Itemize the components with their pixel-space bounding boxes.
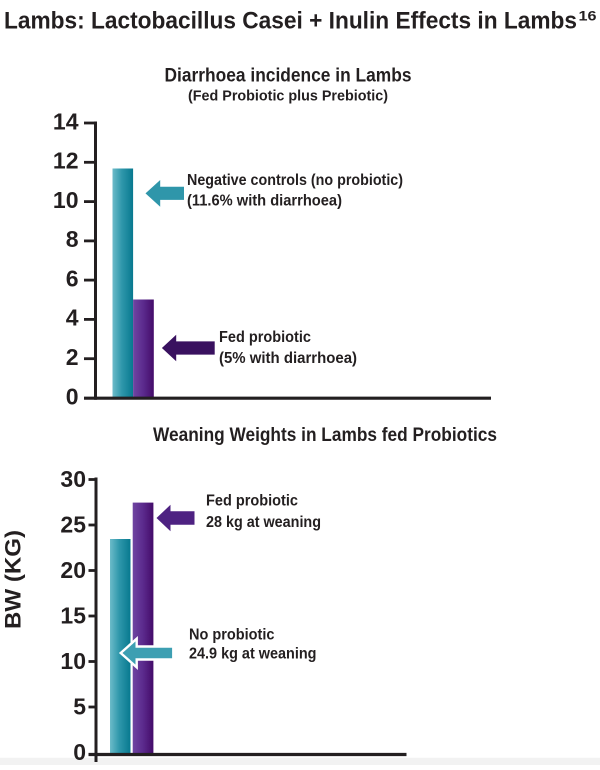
svg-text:(5% with diarrhoea): (5% with diarrhoea) bbox=[219, 350, 357, 367]
svg-text:0: 0 bbox=[66, 383, 79, 409]
svg-text:Negative controls (no probioti: Negative controls (no probiotic) bbox=[187, 172, 403, 189]
svg-text:5: 5 bbox=[73, 693, 86, 719]
svg-text:24.9 kg at weaning: 24.9 kg at weaning bbox=[189, 646, 317, 663]
svg-text:10: 10 bbox=[60, 648, 86, 674]
svg-text:Fed probiotic: Fed probiotic bbox=[206, 493, 298, 510]
svg-text:2: 2 bbox=[66, 344, 79, 370]
svg-text:25: 25 bbox=[60, 511, 86, 537]
svg-text:Weaning Weights in Lambs fed P: Weaning Weights in Lambs fed Probiotics bbox=[153, 425, 497, 446]
svg-text:8: 8 bbox=[66, 226, 79, 252]
svg-text:10: 10 bbox=[53, 187, 79, 213]
svg-text:Diarrhoea incidence in Lambs: Diarrhoea incidence in Lambs bbox=[165, 65, 412, 87]
svg-text:Fed probiotic: Fed probiotic bbox=[219, 329, 311, 346]
svg-text:(11.6% with diarrhoea): (11.6% with diarrhoea) bbox=[187, 192, 342, 209]
svg-text:20: 20 bbox=[60, 557, 86, 583]
svg-text:Lambs: Lactobacillus Casei + I: Lambs: Lactobacillus Casei + Inulin Effe… bbox=[4, 7, 577, 34]
svg-text:BW (KG): BW (KG) bbox=[1, 530, 26, 629]
svg-text:15: 15 bbox=[60, 602, 86, 628]
svg-text:28 kg at weaning: 28 kg at weaning bbox=[206, 514, 321, 531]
svg-text:(Fed Probiotic plus Prebiotic): (Fed Probiotic plus Prebiotic) bbox=[188, 88, 388, 105]
svg-text:No probiotic: No probiotic bbox=[189, 626, 275, 643]
svg-text:0: 0 bbox=[73, 739, 86, 765]
svg-text:14: 14 bbox=[53, 108, 79, 134]
svg-text:6: 6 bbox=[66, 265, 79, 291]
svg-text:4: 4 bbox=[66, 305, 79, 331]
svg-text:16: 16 bbox=[579, 7, 597, 23]
svg-text:30: 30 bbox=[60, 466, 86, 492]
svg-text:12: 12 bbox=[53, 148, 79, 174]
